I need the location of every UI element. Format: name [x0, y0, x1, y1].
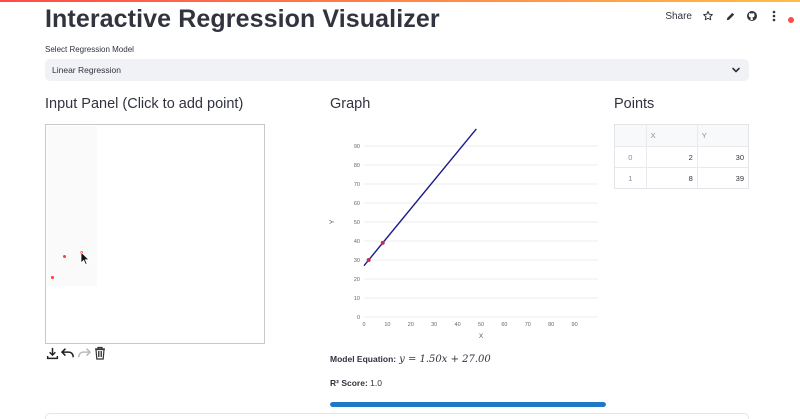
table-row: 1 8 39 [615, 167, 748, 188]
trash-icon[interactable] [93, 346, 107, 360]
score-progress-bar [330, 402, 606, 407]
github-icon[interactable] [746, 10, 758, 22]
x-tick-label: 70 [525, 322, 531, 328]
bottom-container [45, 413, 749, 419]
regression-chart: 0 10 20 30 40 50 60 70 80 90 0 10 20 30 40 50 60 70 80 90 X… [328, 120, 608, 345]
model-select[interactable]: Linear Regression [45, 59, 749, 81]
r2-score: R² Score: 1.0 [330, 378, 382, 388]
graph-title: Graph [330, 96, 371, 112]
redo-icon[interactable] [77, 346, 91, 360]
y-tick-label: 70 [354, 182, 360, 188]
y-tick-label: 90 [354, 144, 360, 150]
x-cell[interactable]: 8 [645, 168, 697, 188]
index-column-header [615, 125, 646, 146]
y-tick-label: 20 [354, 277, 360, 283]
input-panel-title: Input Panel (Click to add point) [45, 96, 244, 112]
y-cell[interactable]: 30 [696, 147, 748, 167]
mouse-cursor-icon [80, 251, 90, 265]
x-tick-label: 40 [455, 322, 461, 328]
table-header-row: X Y [615, 125, 748, 146]
running-status-dot [788, 17, 794, 23]
x-tick-label: 50 [478, 322, 484, 328]
score-progress-fill [330, 402, 606, 407]
top-accent-bar [0, 0, 800, 2]
more-vert-icon[interactable] [768, 10, 780, 22]
input-canvas[interactable] [45, 124, 265, 344]
y-tick-label: 50 [354, 220, 360, 226]
canvas-point [63, 255, 66, 258]
chart-svg: 0 10 20 30 40 50 60 70 80 90 0 10 20 30 40 50 60 70 80 90 X… [329, 128, 598, 340]
points-title: Points [614, 96, 655, 112]
chevron-down-icon [731, 65, 741, 75]
y-tick-label: 0 [357, 315, 360, 321]
x-tick-label: 90 [572, 322, 578, 328]
x-tick-label: 0 [362, 322, 365, 328]
y-tick-label: 30 [354, 258, 360, 264]
y-column-header[interactable]: Y [696, 125, 748, 146]
x-tick-label: 10 [384, 322, 390, 328]
model-select-label: Select Regression Model [45, 45, 134, 54]
y-tick-label: 40 [354, 239, 360, 245]
undo-icon[interactable] [61, 346, 75, 360]
header-toolbar: Share [665, 9, 794, 23]
canvas-point [51, 276, 54, 279]
y-tick-label: 10 [354, 296, 360, 302]
data-point [380, 240, 385, 245]
x-tick-label: 20 [408, 322, 414, 328]
canvas-toolbar [45, 346, 107, 360]
pencil-icon[interactable] [724, 10, 736, 22]
model-select-value: Linear Regression [52, 65, 121, 75]
y-cell[interactable]: 39 [696, 168, 748, 188]
points-table[interactable]: X Y 0 2 30 1 8 39 [614, 124, 749, 189]
equation-value: y = 1.50x + 27.00 [399, 354, 491, 365]
y-tick-label: 80 [354, 163, 360, 169]
data-point [366, 258, 371, 262]
share-button[interactable]: Share [665, 10, 692, 22]
x-tick-label: 30 [431, 322, 437, 328]
x-axis-label: X [479, 333, 484, 340]
y-tick-label: 60 [354, 201, 360, 207]
x-tick-label: 80 [548, 322, 554, 328]
row-index: 0 [628, 152, 633, 162]
star-icon[interactable] [702, 10, 714, 22]
download-icon[interactable] [45, 346, 59, 360]
regression-line [363, 128, 477, 267]
x-column-header[interactable]: X [645, 125, 697, 146]
equation-label: Model Equation: [330, 354, 397, 364]
page-title: Interactive Regression Visualizer [45, 5, 440, 33]
x-tick-label: 60 [501, 322, 507, 328]
row-index: 1 [628, 173, 633, 183]
r2-value: 1.0 [370, 378, 382, 388]
r2-label: R² Score: [330, 378, 368, 388]
y-axis-label: Y [329, 219, 336, 224]
x-cell[interactable]: 2 [645, 147, 697, 167]
model-equation: Model Equation: y = 1.50x + 27.00 [330, 354, 491, 365]
table-row: 0 2 30 [615, 146, 748, 167]
